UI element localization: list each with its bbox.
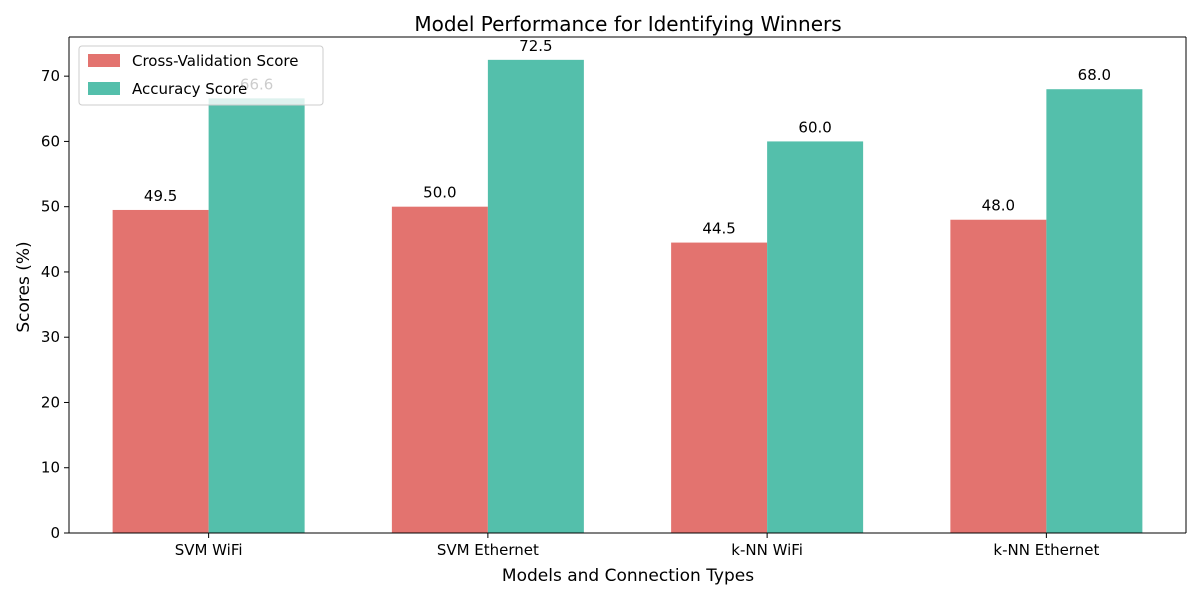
bar-accuracy-0 — [208, 98, 305, 534]
x-tick-label: SVM Ethernet — [437, 541, 539, 559]
y-tick-label: 70 — [41, 67, 60, 85]
bar-accuracy-3 — [1046, 89, 1143, 534]
x-axis: SVM WiFi SVM Ethernet k-NN WiFi k-NN Ethern… — [69, 532, 1186, 559]
x-tick-label: k-NN Ethernet — [993, 541, 1099, 559]
y-tick-label: 20 — [41, 393, 60, 411]
legend-label-accuracy: Accuracy Score — [132, 80, 247, 98]
bar-cv-2 — [671, 242, 768, 533]
data-label-cv-3: 48.0 — [982, 197, 1015, 215]
legend: Cross-Validation Score Accuracy Score — [78, 45, 324, 106]
bar-cv-0 — [112, 209, 209, 533]
y-tick-label: 60 — [41, 132, 60, 150]
data-label-accuracy-2: 60.0 — [798, 118, 831, 136]
y-tick-label: 50 — [41, 198, 60, 216]
bar-cv-1 — [391, 206, 488, 533]
chart-title: Model Performance for Identifying Winner… — [414, 12, 841, 36]
y-axis-label: Scores (%) — [14, 241, 34, 332]
legend-swatch-accuracy — [88, 82, 120, 95]
legend-box — [78, 45, 324, 106]
plot-area: 49.566.650.072.544.560.048.068.0 — [112, 37, 1143, 534]
legend-label-cv: Cross-Validation Score — [132, 52, 299, 70]
y-tick-label: 30 — [41, 328, 60, 346]
y-tick-label: 10 — [41, 459, 60, 477]
y-axis: 0 10 20 30 40 50 60 70 — [41, 36, 1187, 542]
bar-accuracy-1 — [487, 59, 584, 534]
y-tick-label: 0 — [50, 524, 60, 542]
data-label-accuracy-3: 68.0 — [1078, 66, 1111, 84]
data-label-cv-1: 50.0 — [423, 184, 456, 202]
data-label-accuracy-1: 72.5 — [519, 37, 552, 55]
bar-cv-3 — [950, 219, 1047, 533]
bar-accuracy-2 — [767, 141, 864, 533]
y-tick-label: 40 — [41, 263, 60, 281]
data-label-cv-0: 49.5 — [144, 187, 177, 205]
x-tick-label: k-NN WiFi — [731, 541, 803, 559]
data-label-cv-2: 44.5 — [702, 220, 735, 238]
x-tick-label: SVM WiFi — [175, 541, 243, 559]
legend-swatch-cv — [88, 54, 120, 67]
x-axis-label: Models and Connection Types — [502, 566, 754, 586]
